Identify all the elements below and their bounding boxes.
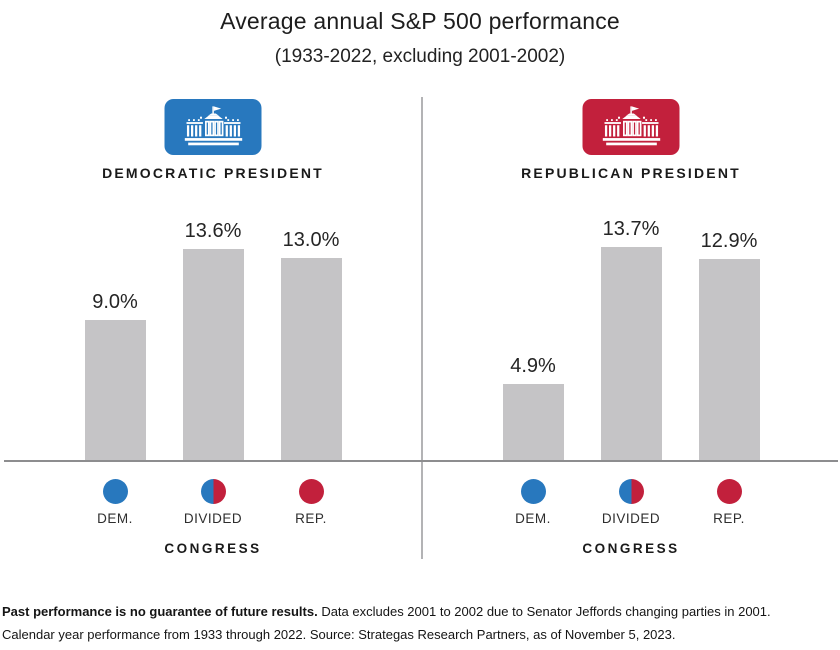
congress-legend-label: DIVIDED	[183, 511, 243, 526]
footnote-line1: Data excludes 2001 to 2002 due to Senato…	[317, 604, 771, 619]
chart-subtitle: (1933-2022, excluding 2001-2002)	[274, 46, 566, 67]
congress-legend-label: DEM.	[97, 511, 133, 526]
bar-group: 12.9%	[698, 230, 760, 460]
bar	[280, 258, 342, 460]
congress-legend-item: DIVIDED	[183, 479, 244, 526]
congress-legend-row: DEM. DIVIDED REP.	[422, 479, 840, 526]
white-house-glyph	[184, 105, 242, 145]
panel-title-democratic: DEMOCRATIC PRESIDENT	[102, 165, 324, 181]
white-house-icon	[582, 99, 680, 155]
congress-legend-row: DEM. DIVIDED REP.	[4, 479, 422, 526]
bar-value-label: 13.7%	[602, 218, 660, 240]
congress-legend-item: DEM.	[85, 479, 146, 526]
white-house-glyph	[602, 105, 660, 145]
panel-divider-line	[421, 97, 423, 559]
x-axis-line	[4, 460, 838, 462]
bar-group: 13.0%	[280, 229, 342, 460]
chart-title: Average annual S&P 500 performance	[220, 8, 620, 34]
bar	[502, 384, 564, 460]
democratic-president-panel: DEMOCRATIC PRESIDENT 9.0% 13.6% 13.0% DEM.…	[4, 0, 422, 650]
footnote-disclaimer: Past performance is no guarantee of futu…	[2, 604, 318, 619]
bar-value-label: 12.9%	[700, 230, 758, 252]
dem-dot-icon	[102, 479, 128, 504]
bar	[600, 247, 662, 460]
bar-value-label: 13.0%	[282, 229, 340, 251]
bar-group: 9.0%	[84, 291, 146, 460]
congress-axis-title: CONGRESS	[164, 541, 262, 556]
bar-value-label: 4.9%	[510, 355, 556, 377]
congress-legend-label: DIVIDED	[601, 511, 661, 526]
bar-value-label: 9.0%	[92, 291, 138, 313]
congress-legend-label: DEM.	[515, 511, 551, 526]
congress-legend-item: REP.	[699, 479, 760, 526]
congress-legend-label: REP.	[713, 511, 745, 526]
panel-title-republican: REPUBLICAN PRESIDENT	[521, 165, 741, 181]
bar-group-container: 4.9% 13.7% 12.9%	[422, 218, 840, 460]
republican-president-panel: REPUBLICAN PRESIDENT 4.9% 13.7% 12.9% DEM.…	[422, 0, 840, 650]
congress-legend-label: REP.	[295, 511, 327, 526]
footnote: Past performance is no guarantee of futu…	[2, 600, 838, 646]
rep-dot-icon	[716, 479, 742, 504]
divided-dot-icon	[618, 479, 644, 504]
congress-legend-item: DIVIDED	[601, 479, 662, 526]
footnote-line2: Calendar year performance from 1933 thro…	[2, 627, 676, 642]
bar	[182, 249, 244, 460]
divided-dot-icon	[200, 479, 226, 504]
rep-dot-icon	[298, 479, 324, 504]
bar-group: 13.7%	[600, 218, 662, 460]
congress-axis-title: CONGRESS	[582, 541, 680, 556]
dem-dot-icon	[520, 479, 546, 504]
bar-value-label: 13.6%	[184, 220, 242, 242]
bar	[698, 259, 760, 460]
congress-legend-item: DEM.	[503, 479, 564, 526]
bar	[84, 320, 146, 460]
white-house-icon	[164, 99, 262, 155]
congress-legend-item: REP.	[281, 479, 342, 526]
bar-group: 4.9%	[502, 355, 564, 460]
bar-group-container: 9.0% 13.6% 13.0%	[4, 220, 422, 460]
bar-group: 13.6%	[182, 220, 244, 460]
